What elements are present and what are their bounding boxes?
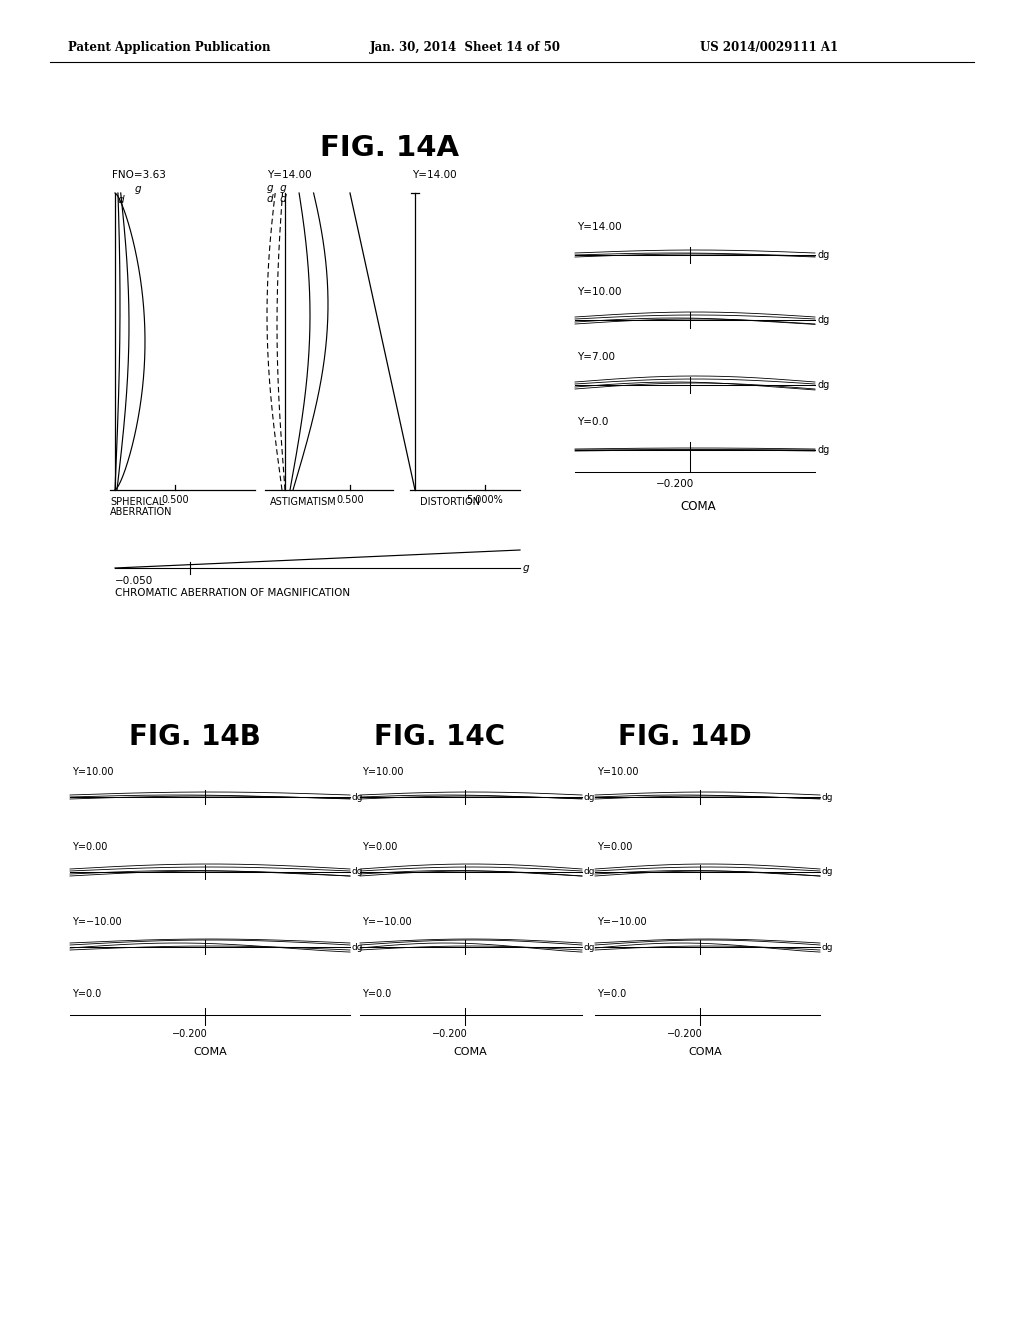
Text: US 2014/0029111 A1: US 2014/0029111 A1 [700, 41, 838, 54]
Text: COMA: COMA [453, 1047, 486, 1057]
Text: dg: dg [822, 867, 834, 876]
Text: dg: dg [352, 792, 364, 801]
Text: CHROMATIC ABERRATION OF MAGNIFICATION: CHROMATIC ABERRATION OF MAGNIFICATION [115, 587, 350, 598]
Text: dg: dg [352, 942, 364, 952]
Text: FIG. 14C: FIG. 14C [375, 723, 506, 751]
Text: −0.200: −0.200 [667, 1030, 702, 1039]
Text: Y=0.0: Y=0.0 [362, 989, 391, 999]
Text: 5.000%: 5.000% [467, 495, 504, 506]
Text: Y=10.00: Y=10.00 [72, 767, 114, 777]
Text: −0.200: −0.200 [172, 1030, 208, 1039]
Text: g  g: g g [267, 183, 287, 193]
Text: Y=10.00: Y=10.00 [577, 286, 622, 297]
Text: FIG. 14D: FIG. 14D [618, 723, 752, 751]
Text: −0.200: −0.200 [656, 479, 694, 488]
Text: d  d: d d [267, 194, 287, 205]
Text: dg: dg [818, 249, 830, 260]
Text: COMA: COMA [688, 1047, 722, 1057]
Text: Y=14.00: Y=14.00 [412, 170, 457, 180]
Text: Jan. 30, 2014  Sheet 14 of 50: Jan. 30, 2014 Sheet 14 of 50 [370, 41, 561, 54]
Text: d: d [118, 195, 125, 205]
Text: Y=0.00: Y=0.00 [597, 842, 633, 851]
Text: SPHERICAL: SPHERICAL [110, 498, 164, 507]
Text: dg: dg [818, 315, 830, 325]
Text: Y=0.0: Y=0.0 [72, 989, 101, 999]
Text: COMA: COMA [680, 500, 716, 513]
Text: Y=0.00: Y=0.00 [72, 842, 108, 851]
Text: Y=10.00: Y=10.00 [597, 767, 639, 777]
Text: dg: dg [584, 792, 596, 801]
Text: Y=0.0: Y=0.0 [597, 989, 627, 999]
Text: dg: dg [822, 942, 834, 952]
Text: Y=0.00: Y=0.00 [362, 842, 397, 851]
Text: Y=−10.00: Y=−10.00 [72, 917, 122, 927]
Text: ASTIGMATISM: ASTIGMATISM [270, 498, 337, 507]
Text: Y=−10.00: Y=−10.00 [597, 917, 646, 927]
Text: dg: dg [822, 792, 834, 801]
Text: dg: dg [352, 867, 364, 876]
Text: ABERRATION: ABERRATION [110, 507, 172, 517]
Text: Y=14.00: Y=14.00 [267, 170, 311, 180]
Text: g: g [135, 183, 141, 194]
Text: dg: dg [818, 380, 830, 389]
Text: Y=10.00: Y=10.00 [362, 767, 403, 777]
Text: Y=7.00: Y=7.00 [577, 352, 615, 362]
Text: 0.500: 0.500 [161, 495, 188, 506]
Text: 0.500: 0.500 [336, 495, 364, 506]
Text: Y=14.00: Y=14.00 [577, 222, 622, 232]
Text: COMA: COMA [193, 1047, 226, 1057]
Text: FNO=3.63: FNO=3.63 [112, 170, 166, 180]
Text: dg: dg [584, 867, 596, 876]
Text: DISTORTION: DISTORTION [420, 498, 480, 507]
Text: −0.050: −0.050 [115, 576, 154, 586]
Text: Patent Application Publication: Patent Application Publication [68, 41, 270, 54]
Text: dg: dg [584, 942, 596, 952]
Text: FIG. 14A: FIG. 14A [321, 135, 460, 162]
Text: g: g [523, 564, 529, 573]
Text: Y=0.0: Y=0.0 [577, 417, 608, 426]
Text: dg: dg [818, 445, 830, 455]
Text: −0.200: −0.200 [432, 1030, 468, 1039]
Text: FIG. 14B: FIG. 14B [129, 723, 261, 751]
Text: Y=−10.00: Y=−10.00 [362, 917, 412, 927]
